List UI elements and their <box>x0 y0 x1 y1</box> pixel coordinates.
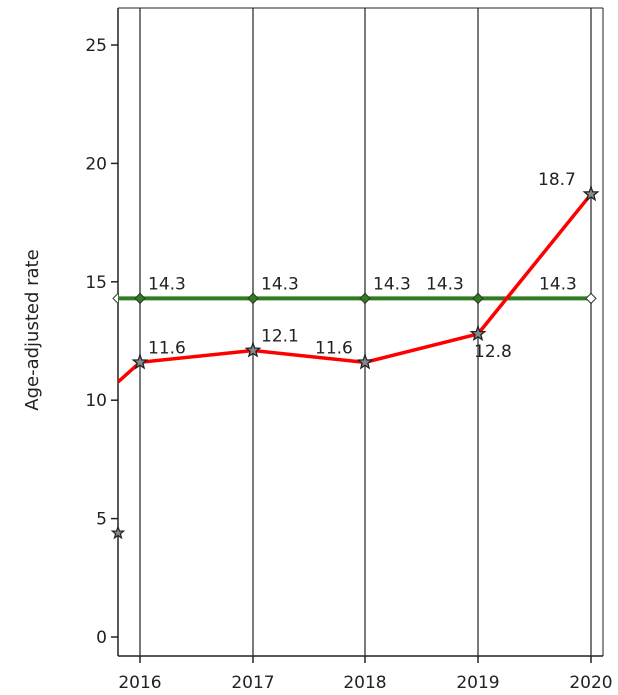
data-labels: 14.3 14.3 14.3 14.3 14.3 11.6 12.1 11.6 12.8 18.7 <box>148 170 577 362</box>
green-marker-2017 <box>247 292 259 305</box>
x-tick-label-2017: 2017 <box>231 673 274 693</box>
red-marker-edge <box>110 525 126 540</box>
red-marker-2016 <box>131 353 149 370</box>
y-axis-title: Age-adjusted rate <box>22 249 43 410</box>
red-label-2019: 12.8 <box>474 342 512 362</box>
series-lines <box>110 185 600 540</box>
y-tick-label-25: 25 <box>85 36 107 56</box>
green-label-2019: 14.3 <box>426 274 464 294</box>
red-marker-2019 <box>469 325 487 342</box>
red-marker-2017 <box>244 341 262 358</box>
green-label-2018: 14.3 <box>373 274 411 294</box>
green-label-2016: 14.3 <box>148 274 186 294</box>
green-label-2017: 14.3 <box>261 274 299 294</box>
x-tick-label-2019: 2019 <box>456 673 499 693</box>
green-marker-edge <box>112 293 119 304</box>
y-tick-label-15: 15 <box>85 273 107 293</box>
green-marker-2020 <box>585 292 597 305</box>
y-tick-label-10: 10 <box>85 391 107 411</box>
axes: 0 5 10 15 20 25 2016 2017 2018 2019 2020 <box>85 7 613 693</box>
red-label-2020: 18.7 <box>538 170 576 190</box>
y-tick-label-0: 0 <box>96 628 107 648</box>
y-tick-label-5: 5 <box>96 510 107 530</box>
series-line-red <box>118 193 593 384</box>
x-tick-label-2020: 2020 <box>569 673 612 693</box>
green-label-2020: 14.3 <box>539 274 577 294</box>
x-tick-label-2016: 2016 <box>118 673 161 693</box>
red-marker-2020 <box>582 185 600 202</box>
green-marker-2016 <box>134 292 146 305</box>
green-marker-2018 <box>359 292 371 305</box>
red-label-2016: 11.6 <box>148 338 186 358</box>
red-label-2017: 12.1 <box>261 326 299 346</box>
x-tick-label-2018: 2018 <box>343 673 386 693</box>
red-label-2018: 11.6 <box>315 338 353 358</box>
red-marker-2018 <box>356 353 374 370</box>
green-marker-2019 <box>472 292 484 305</box>
y-tick-label-20: 20 <box>85 154 107 174</box>
grid-lines <box>139 8 592 656</box>
